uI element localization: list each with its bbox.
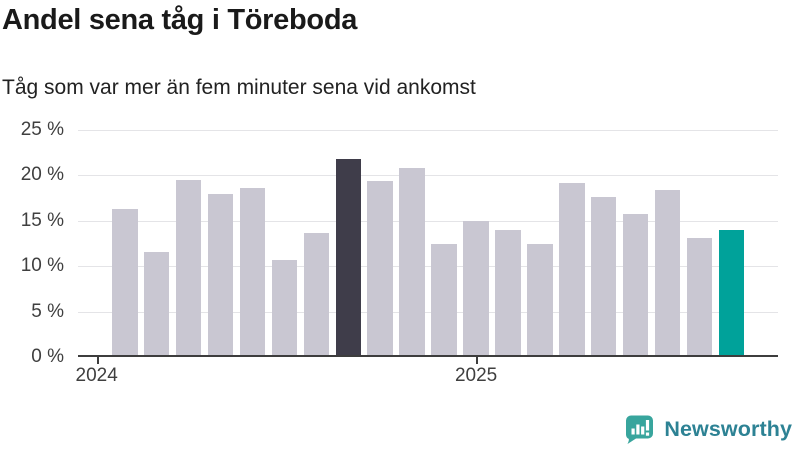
y-label-10%: 10 % [20,255,64,277]
newsworthy-icon [626,415,654,444]
y-label-15%: 15 % [20,209,64,231]
bar-2025-06 [654,189,681,355]
gridline-25 [78,130,778,131]
bar-2024-01 [112,209,138,355]
bar-2024-10 [399,168,425,355]
x-axis-line [78,354,778,357]
bar-2025-08 [718,229,745,355]
bar-2025-05 [622,214,649,355]
gridline-15 [78,220,778,222]
gridline-5 [78,311,778,313]
bar-2024-12 [463,220,489,355]
bar-2024-03 [175,179,202,355]
plot-area [78,125,778,364]
bar-2024-11 [431,244,457,355]
chart-title: Andel sena tåg i Töreboda [2,4,358,36]
bar-2025-01 [495,229,521,355]
gridline-10 [78,266,778,268]
x-label-2024: 2024 [75,365,118,386]
x-label-2025: 2025 [454,365,498,386]
y-label-20%: 20 % [20,164,64,186]
bar-2024-02 [143,251,170,355]
newsworthy-logo: Newsworthy [623,412,792,446]
gridline-20 [78,175,778,177]
y-label-0%: 0 % [31,346,64,367]
bar-2024-09 [367,180,393,355]
bar-2024-08 [335,159,361,355]
bar-2025-04 [590,197,617,355]
bar-2024-05 [239,188,266,355]
bar-2024-04 [207,193,234,355]
bar-2024-07 [303,232,330,355]
bar-2025-02 [527,244,553,355]
bar-2025-07 [686,238,713,355]
chart-subtitle: Tåg som var mer än fem minuter sena vid … [2,76,476,99]
x-tick-2025 [476,357,479,364]
y-label-5%: 5 % [31,300,64,322]
y-label-25%: 25 % [20,119,64,140]
bar-2025-03 [559,182,585,355]
newsworthy-wordmark: Newsworthy [664,416,792,441]
bar-2024-06 [271,259,298,355]
x-tick-2024 [96,357,99,364]
